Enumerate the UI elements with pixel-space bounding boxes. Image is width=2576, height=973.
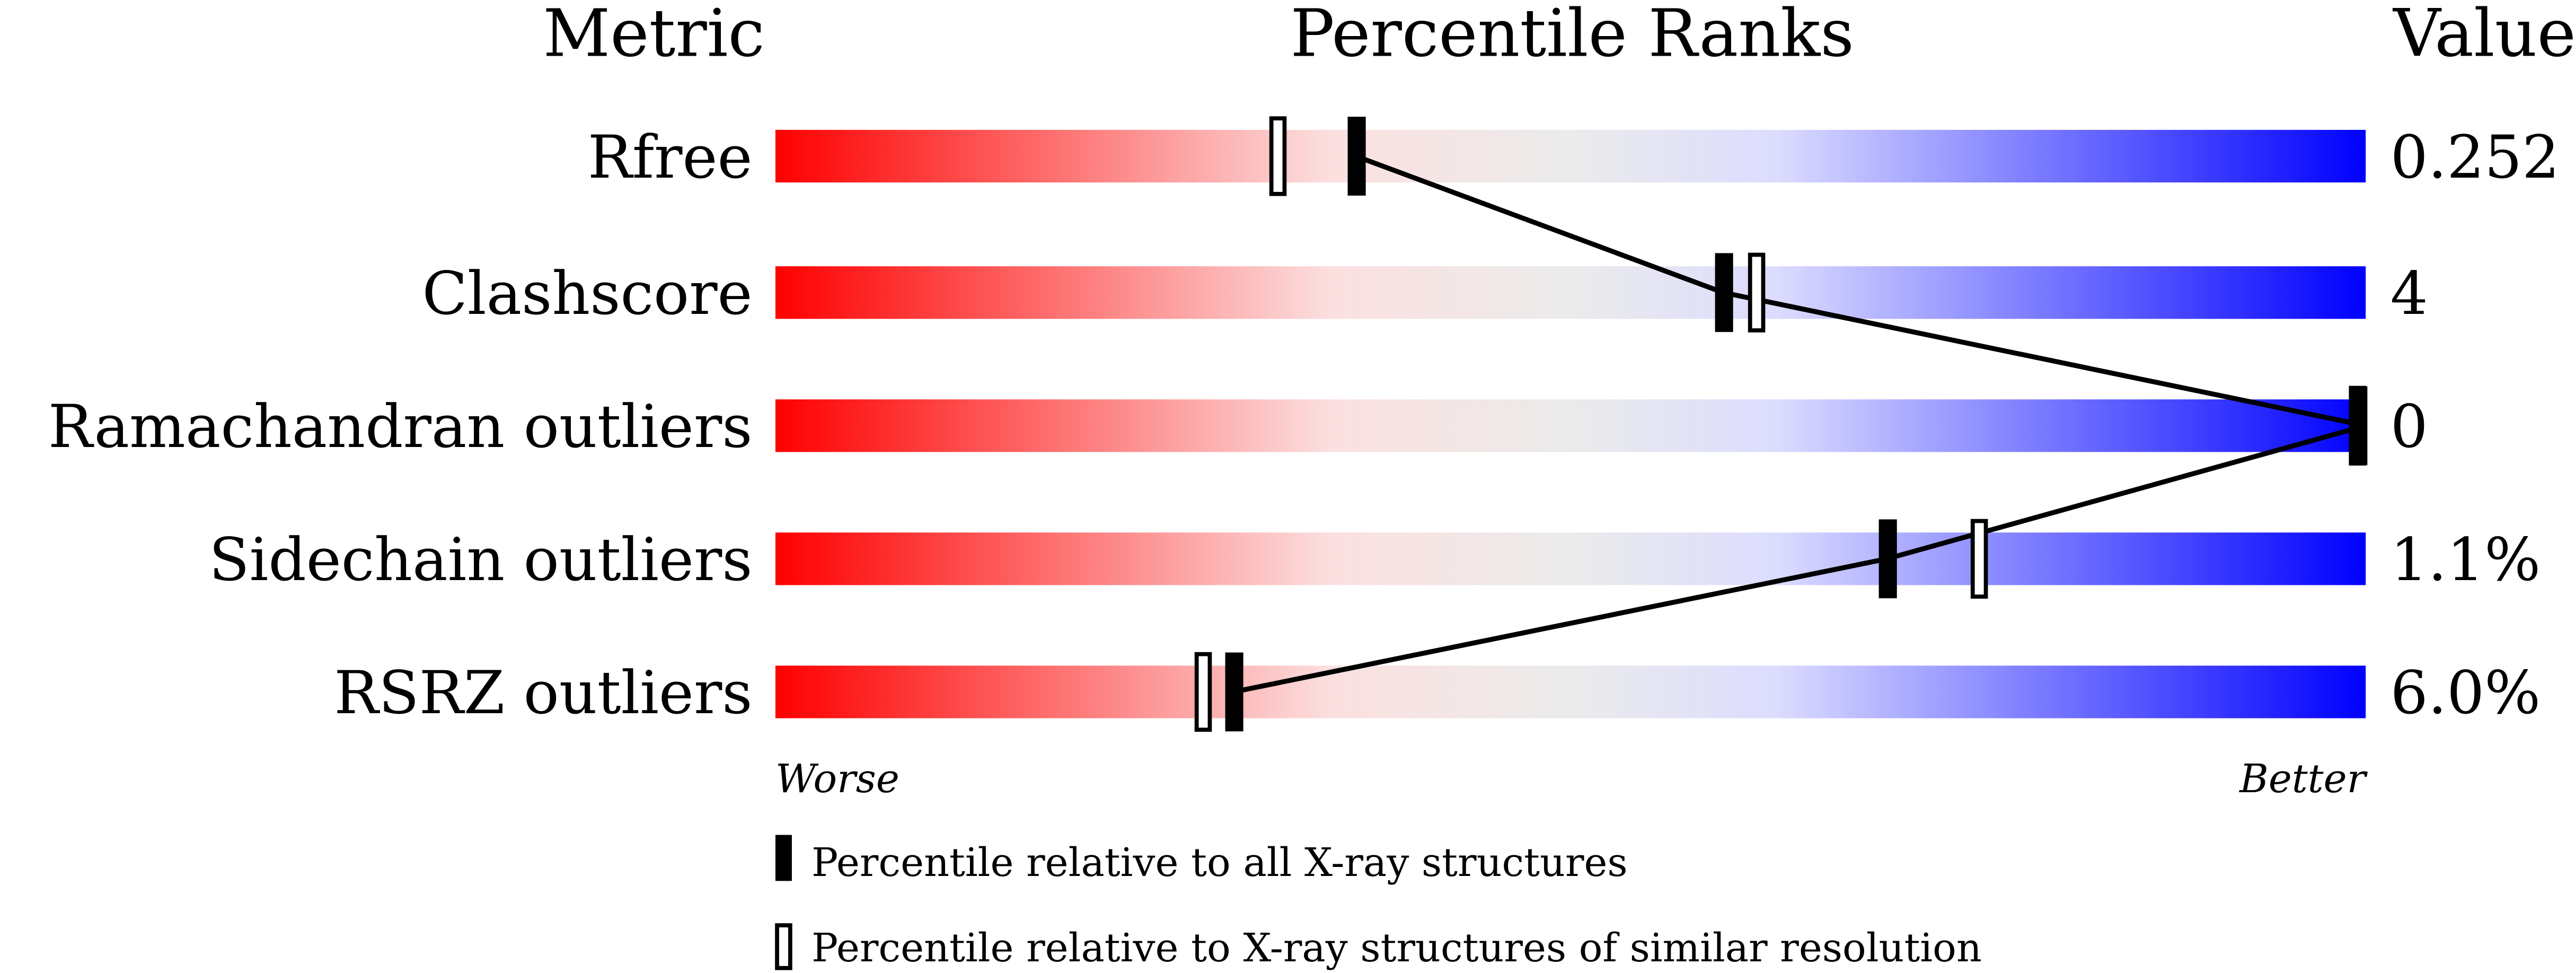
- marker-similar-resolution: [1194, 652, 1212, 732]
- legend-all: Percentile relative to all X-ray structu…: [811, 839, 1628, 886]
- marker-all-structures: [1225, 652, 1243, 732]
- metric-value: 0.252: [2390, 123, 2560, 192]
- marker-all-structures: [1347, 117, 1366, 196]
- metric-value: 6.0%: [2390, 659, 2540, 727]
- legend-similar: Percentile relative to X-ray structures …: [811, 925, 1982, 971]
- marker-all-structures: [1878, 519, 1897, 599]
- metric-value: 1.1%: [2390, 525, 2540, 594]
- marker-all-structures: [2349, 386, 2368, 466]
- marker-similar-resolution: [1748, 252, 1766, 332]
- legend-open-marker: [775, 923, 792, 970]
- metric-label: Sidechain outliers: [209, 525, 752, 594]
- header-percentile-ranks: Percentile Ranks: [1290, 0, 1854, 72]
- percentile-bar: [775, 399, 2366, 452]
- metric-value: 4: [2390, 259, 2428, 328]
- percentile-bar: [775, 129, 2366, 183]
- metric-label: Clashscore: [422, 259, 753, 328]
- marker-similar-resolution: [1269, 116, 1287, 196]
- marker-similar-resolution: [1970, 519, 1988, 599]
- metric-value: 0: [2390, 392, 2428, 461]
- legend-filled-marker: [775, 835, 792, 881]
- header-value: Value: [2392, 0, 2576, 72]
- percentile-bar: [775, 665, 2366, 718]
- percentile-bar: [775, 266, 2366, 319]
- axis-label-worse: Worse: [775, 756, 899, 802]
- marker-all-structures: [1715, 253, 1733, 332]
- metric-label: Ramachandran outliers: [48, 392, 753, 461]
- metric-label: Rfree: [588, 123, 753, 192]
- axis-label-better: Better: [2238, 756, 2368, 802]
- metric-label: RSRZ outliers: [334, 659, 752, 727]
- header-metric: Metric: [543, 0, 764, 72]
- percentile-bar: [775, 532, 2366, 585]
